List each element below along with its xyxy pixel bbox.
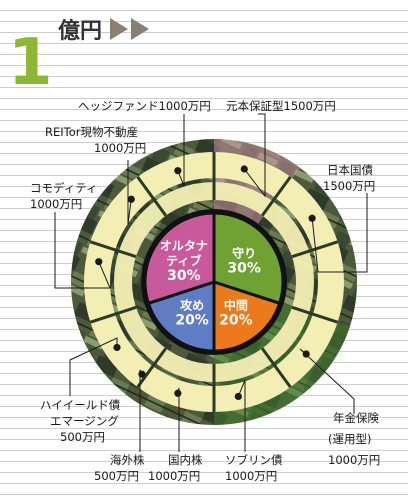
header-title: 億円: [58, 18, 102, 44]
segment-marker: [240, 165, 248, 173]
label-reit-amount: 1000万円: [94, 141, 146, 155]
ring-divider: [136, 175, 168, 217]
core-slice-percent: 20%: [219, 313, 253, 329]
segment-marker: [138, 370, 146, 378]
leader-line: [243, 113, 266, 198]
core-slice: [143, 211, 216, 306]
core-slice-name: オルタナ: [160, 239, 208, 253]
segment-markers: [95, 165, 316, 401]
core-slice-percent: 30%: [167, 268, 201, 284]
core-slice-name: 守り: [232, 246, 256, 261]
ring-divider: [260, 347, 292, 389]
core-slice-name: 中間: [224, 298, 248, 313]
ring-divider: [89, 305, 137, 324]
core-slice-name: ティブ: [166, 253, 201, 268]
arrow-right-icon: [110, 18, 128, 40]
label-kaigai-amount: 500万円: [94, 469, 139, 483]
label-kokunai-amount: 1000万円: [148, 469, 200, 483]
leader-line: [237, 379, 246, 452]
segment-marker: [234, 392, 242, 401]
core-slice-percent: 30%: [227, 261, 261, 277]
segment-marker: [127, 195, 135, 203]
label-nihon-name: 日本国債: [327, 163, 373, 177]
label-nenkin-type: (運用型): [328, 432, 371, 446]
leader-line: [177, 114, 185, 187]
leader-line: [311, 193, 368, 273]
label-kokunai-name: 国内株: [168, 453, 203, 467]
core-slice-percent: 20%: [175, 313, 209, 329]
leader-lines: [54, 113, 368, 452]
label-soburin-name: ソブリン債: [225, 453, 283, 467]
label-highyield-sub: エマージング: [50, 414, 119, 428]
ring-divider: [291, 240, 339, 259]
leader-line: [69, 337, 118, 396]
label-reit-name: REITor現物不動産: [45, 125, 138, 139]
core-pie: [141, 209, 287, 355]
arrow-right-icon: [131, 18, 149, 40]
leader-line: [299, 348, 355, 414]
ring-divider: [89, 240, 137, 259]
label-highyield-name: ハイイールド債: [40, 398, 121, 412]
ring-divider: [136, 347, 168, 389]
ring-divider: [260, 175, 292, 217]
segment-marker: [174, 389, 182, 397]
label-nenkin-name: 年金保険: [333, 411, 379, 425]
segment-marker: [174, 167, 182, 175]
label-highyield-amount: 500万円: [60, 430, 105, 444]
label-commodity-amount: 1000万円: [30, 197, 82, 211]
ring-dividers: [89, 152, 339, 412]
segment-marker: [113, 343, 121, 352]
core-slice-name: 攻め: [180, 298, 204, 313]
label-hedge: ヘッジファンド1000万円: [78, 99, 211, 113]
header-number: 1: [8, 26, 53, 100]
label-soburin-amount: 1000万円: [225, 469, 277, 483]
segment-marker: [95, 258, 103, 266]
segment-marker: [308, 214, 316, 222]
core-slice: [212, 211, 285, 306]
leader-line: [54, 212, 111, 289]
label-nihon-amount: 1500万円: [323, 179, 375, 193]
core-slice: [212, 279, 282, 353]
label-nenkin-amount: 1000万円: [328, 453, 380, 467]
label-genpon: 元本保証型1500万円: [226, 99, 336, 113]
ring-divider: [291, 305, 339, 324]
label-kaigai-name: 海外株: [110, 453, 145, 467]
label-commodity-name: コモディティ: [30, 181, 98, 195]
segment-marker: [302, 350, 310, 358]
header: 1 億円: [8, 18, 149, 100]
leader-line: [127, 160, 132, 225]
